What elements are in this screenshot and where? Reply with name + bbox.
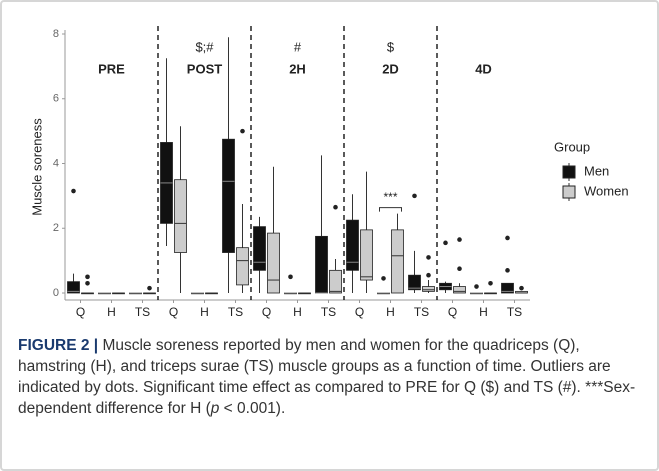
box xyxy=(267,232,280,294)
box xyxy=(422,286,435,292)
outlier xyxy=(519,285,524,291)
x-tick-label: Q xyxy=(76,305,85,319)
x-tick-label: TS xyxy=(228,305,243,319)
legend-label: Women xyxy=(584,183,629,198)
y-tick-label: 0 xyxy=(53,287,59,299)
y-tick-label: 2 xyxy=(53,222,59,234)
outlier xyxy=(443,240,448,246)
outlier xyxy=(85,274,90,280)
panel-label: PRE xyxy=(98,61,125,76)
x-tick-label: Q xyxy=(262,305,271,319)
outlier xyxy=(71,188,76,194)
legend-label: Men xyxy=(584,163,609,178)
box xyxy=(360,229,373,281)
outlier xyxy=(412,193,417,199)
box xyxy=(501,282,514,294)
legend-title: Group xyxy=(554,139,590,154)
box xyxy=(391,229,404,294)
x-tick-label: TS xyxy=(321,305,336,319)
outlier xyxy=(381,276,386,281)
outlier xyxy=(426,272,431,278)
outlier xyxy=(457,237,462,242)
y-tick-label: 6 xyxy=(53,93,59,105)
caption-text: p xyxy=(210,400,220,417)
x-tick-label: TS xyxy=(507,305,522,319)
chart: Muscle soreness Group 0 2 4 6 8 Q H TS Q H TS Q H TS Q… xyxy=(29,26,629,319)
box xyxy=(236,247,249,286)
y-axis-label: Muscle soreness xyxy=(29,118,44,216)
x-tick-label: H xyxy=(479,305,488,319)
panel-label: 4D xyxy=(475,61,492,76)
outlier xyxy=(147,285,152,291)
x-tick-label: H xyxy=(386,305,395,319)
box xyxy=(315,235,328,294)
y-tick-label: 4 xyxy=(53,157,59,169)
outlier xyxy=(288,274,293,280)
panel-annotation: $;# xyxy=(195,39,214,54)
x-tick-label: H xyxy=(293,305,302,319)
panel-label: POST xyxy=(187,61,222,76)
outlier xyxy=(474,284,479,289)
outlier xyxy=(426,255,431,260)
outlier xyxy=(333,204,338,210)
x-tick-label: Q xyxy=(448,305,457,319)
caption-text: < 0.001). xyxy=(219,400,286,417)
legend-swatch xyxy=(562,185,576,199)
significance-bracket xyxy=(379,207,402,212)
panel-label: 2H xyxy=(289,61,306,76)
significance-label: *** xyxy=(383,190,397,204)
box xyxy=(67,281,80,294)
outlier xyxy=(85,280,90,286)
caption-label: FIGURE 2 | xyxy=(18,337,99,354)
outlier xyxy=(240,128,245,134)
box xyxy=(222,138,235,253)
panel-annotation: # xyxy=(294,39,302,54)
box xyxy=(253,226,266,271)
box xyxy=(174,179,187,253)
x-tick-label: H xyxy=(200,305,209,319)
panel-annotation: $ xyxy=(387,39,395,54)
box xyxy=(453,286,466,294)
outlier xyxy=(505,268,510,273)
outlier xyxy=(488,280,493,286)
x-tick-label: Q xyxy=(169,305,178,319)
box xyxy=(329,269,342,294)
box xyxy=(408,274,421,291)
x-tick-label: TS xyxy=(135,305,150,319)
box xyxy=(346,219,359,271)
caption: FIGURE 2 | Muscle soreness reported by m… xyxy=(18,335,646,419)
caption-text: Muscle soreness reported by men and wome… xyxy=(18,337,636,417)
x-tick-label: TS xyxy=(414,305,429,319)
legend-swatch xyxy=(562,165,576,179)
outlier xyxy=(457,266,462,272)
x-tick-label: Q xyxy=(355,305,364,319)
y-tick-label: 8 xyxy=(53,28,59,40)
outlier xyxy=(505,235,510,241)
x-tick-label: H xyxy=(107,305,116,319)
panel-label: 2D xyxy=(382,61,399,76)
